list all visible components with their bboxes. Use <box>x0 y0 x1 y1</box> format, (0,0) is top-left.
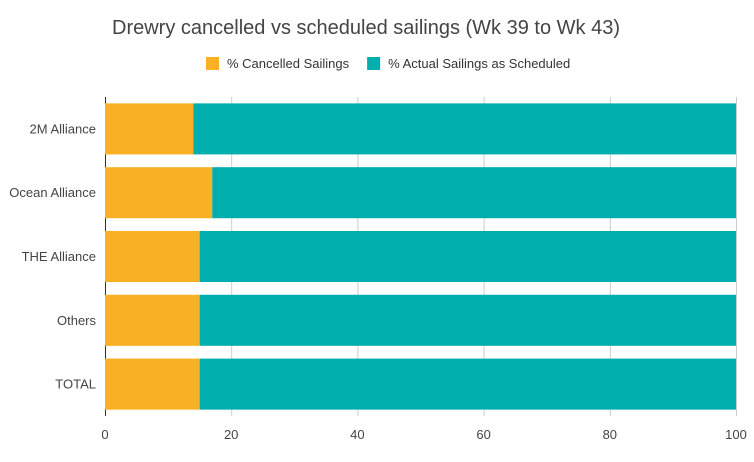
x-tick-labels: 0 20 40 60 80 100 <box>101 427 746 442</box>
bar-scheduled-the-alliance <box>199 230 736 283</box>
x-tick-label: 0 <box>101 427 108 442</box>
legend-item: % Actual Sailings as Scheduled <box>367 56 570 71</box>
bar-scheduled-others <box>199 294 736 346</box>
x-tick-label: 100 <box>725 427 747 442</box>
legend-label: % Actual Sailings as Scheduled <box>388 56 570 71</box>
bar-cancelled-the-alliance <box>105 230 200 283</box>
bar-cancelled-ocean-alliance <box>105 167 213 219</box>
bars <box>105 103 737 410</box>
legend: % Cancelled Sailings % Actual Sailings as… <box>206 56 570 71</box>
category-label: TOTAL <box>55 377 96 392</box>
x-tick-label: 80 <box>603 427 617 442</box>
chart-title: Drewry cancelled vs scheduled sailings (… <box>112 17 620 39</box>
bar-cancelled-total <box>105 358 200 410</box>
legend-swatch <box>367 57 381 70</box>
x-tick-label: 60 <box>476 427 490 442</box>
category-label: 2M Alliance <box>30 121 96 136</box>
legend-label: % Cancelled Sailings <box>227 56 350 71</box>
bar-scheduled-2m-alliance <box>193 103 737 155</box>
x-tick-label: 40 <box>350 427 364 442</box>
bar-scheduled-total <box>199 358 736 410</box>
bar-cancelled-2m-alliance <box>105 103 194 155</box>
legend-item: % Cancelled Sailings <box>206 56 350 71</box>
category-labels: 2M Alliance Ocean Alliance THE Alliance Oth… <box>9 121 96 391</box>
category-label: Others <box>57 313 97 328</box>
bar-scheduled-ocean-alliance <box>212 167 736 219</box>
category-label: Ocean Alliance <box>9 185 96 200</box>
legend-swatch <box>206 57 219 70</box>
category-label: THE Alliance <box>22 249 96 264</box>
bar-cancelled-others <box>105 294 200 346</box>
x-tick-label: 20 <box>224 427 238 442</box>
